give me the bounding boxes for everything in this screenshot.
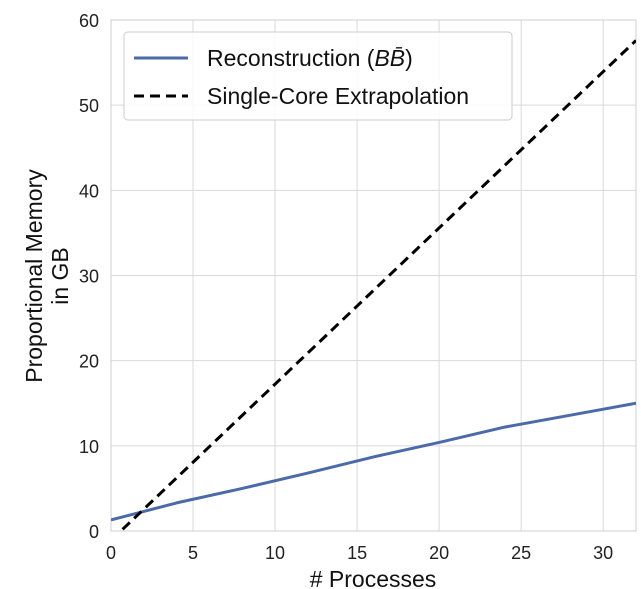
legend-label-extrapolation: Single-Core Extrapolation (207, 83, 469, 109)
y-axis-label-line-2: in GB (47, 247, 73, 305)
y-tick-label: 40 (79, 181, 99, 201)
x-tick-label: 15 (347, 543, 367, 563)
y-axis-label-line-1: Proportional Memory (21, 169, 47, 383)
legend-label-reconstruction-prefix: Reconstruction ( (207, 45, 375, 71)
plot-area (110, 19, 637, 532)
legend-label-reconstruction-suffix: ) (405, 45, 413, 71)
x-axis-label: # Processes (310, 566, 437, 589)
series-group (111, 39, 636, 531)
x-tick-label: 20 (429, 543, 449, 563)
y-tick-label: 50 (79, 96, 99, 116)
x-tick-label: 0 (106, 543, 116, 563)
series-line-extrapolation (118, 39, 636, 531)
x-tick-label: 25 (511, 543, 531, 563)
series-line-reconstruction (111, 401, 636, 522)
y-tick-label: 30 (79, 267, 99, 287)
x-tick-label: 5 (188, 543, 198, 563)
y-tick-label: 20 (79, 352, 99, 372)
y-axis-label: Proportional Memory in GB (21, 169, 73, 383)
legend-box (123, 31, 513, 121)
legend-label-reconstruction: Reconstruction (BB̄) (207, 45, 413, 71)
legend: Reconstruction (BB̄) Single-Core Extrapo… (123, 31, 513, 121)
y-tick-label: 0 (89, 522, 99, 542)
tick-labels: 0 5 10 15 20 25 30 0 10 20 30 40 50 60 (79, 11, 613, 563)
y-tick-label: 10 (79, 437, 99, 457)
y-tick-label: 60 (79, 11, 99, 31)
legend-label-reconstruction-math: BB̄ (374, 45, 405, 71)
x-tick-label: 10 (265, 543, 285, 563)
plot-frame (110, 19, 637, 532)
x-tick-label: 30 (593, 543, 613, 563)
